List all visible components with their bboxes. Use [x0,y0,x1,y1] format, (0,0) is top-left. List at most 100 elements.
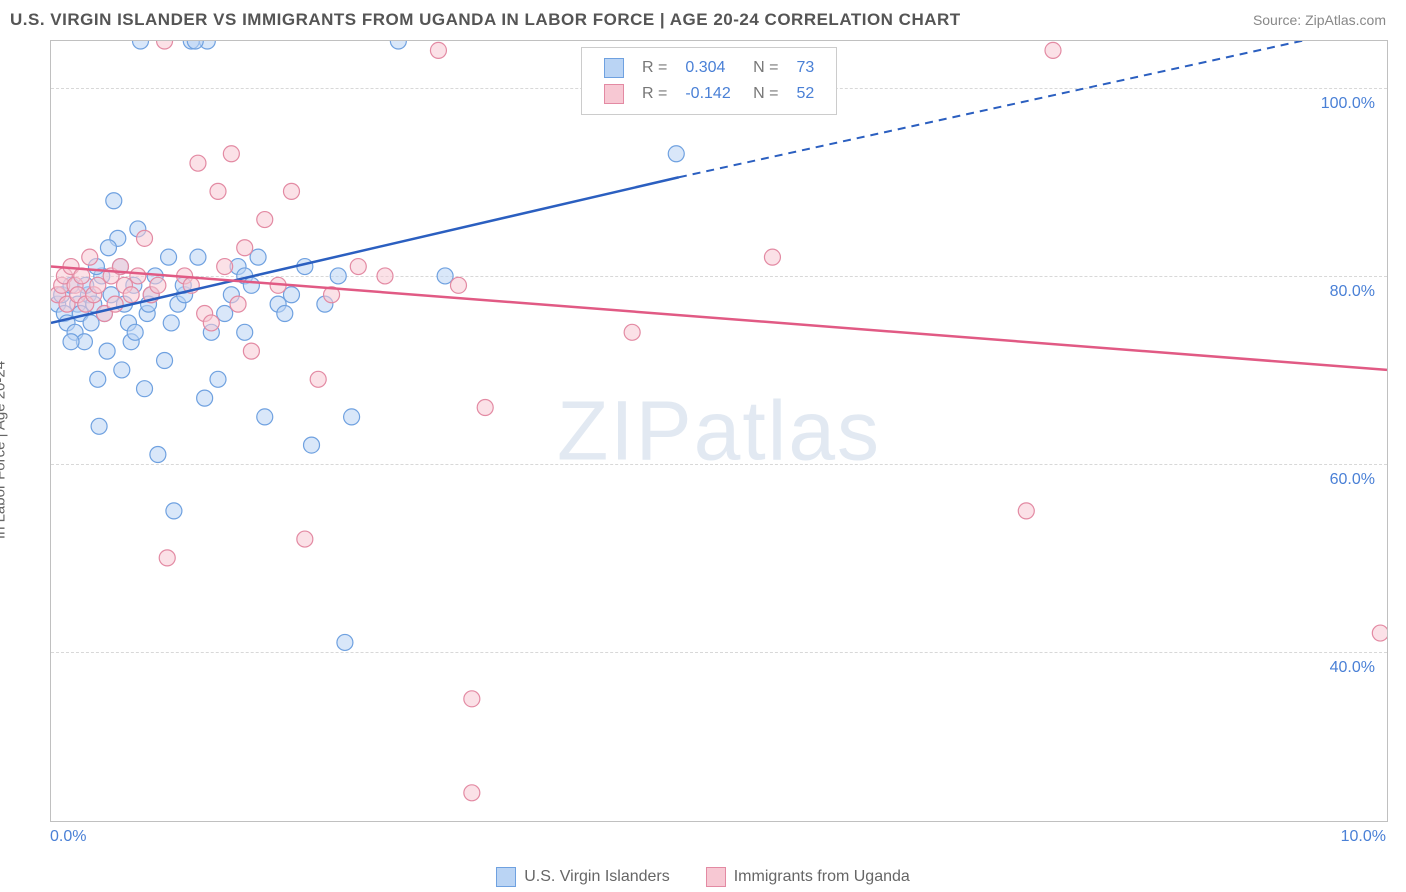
legend-swatch [604,58,624,78]
data-point [67,277,83,293]
x-tick-mark [941,821,942,822]
x-tick-mark [792,821,793,822]
x-tick-mark [496,821,497,822]
data-point [243,277,259,293]
stat-r-value: 0.304 [677,56,738,80]
data-point [297,259,313,275]
data-point [390,41,406,49]
x-tick-mark [1089,821,1090,822]
x-tick-mark [199,821,200,822]
data-point [223,287,239,303]
data-point [106,193,122,209]
data-point [430,42,446,58]
data-point [137,381,153,397]
stat-n-label: N = [741,56,787,80]
data-point [283,183,299,199]
watermark: ZIPatlas [557,383,881,480]
stat-r-label: R = [634,56,675,80]
chart-container: In Labor Force | Age 20-24 ZIPatlas 40.0… [10,40,1396,860]
data-point [116,296,132,312]
legend-item: Immigrants from Uganda [706,867,910,887]
data-point [96,306,112,322]
data-point [190,155,206,171]
data-point [114,362,130,378]
data-point [141,296,157,312]
legend-label: Immigrants from Uganda [734,868,910,886]
data-point [257,212,273,228]
data-point [1018,503,1034,519]
data-point [217,306,233,322]
trend-line [51,177,679,323]
legend-swatch [496,867,516,887]
data-point [161,249,177,265]
data-point [120,315,136,331]
gridline-h [51,652,1387,653]
data-point [90,371,106,387]
legend-swatch [604,84,624,104]
y-tick-label: 60.0% [1330,471,1375,489]
x-tick-mark [1237,821,1238,822]
data-point [223,146,239,162]
statistics-box: R =0.304 N =73R =-0.142 N =52 [581,47,837,115]
data-point [63,259,79,275]
data-point [126,277,142,293]
data-point [107,296,123,312]
data-point [177,287,193,303]
data-point [1372,625,1387,641]
data-point [310,371,326,387]
data-point [464,785,480,801]
data-point [199,41,215,49]
data-point [157,353,173,369]
data-point [137,230,153,246]
data-point [150,277,166,293]
data-point [187,41,203,49]
data-point [72,306,88,322]
data-point [450,277,466,293]
data-point [159,550,175,566]
x-axis-labels: 0.0% 10.0% [50,828,1386,852]
data-point [157,41,173,49]
data-point [143,287,159,303]
data-point [99,343,115,359]
data-point [86,296,102,312]
data-point [127,324,143,340]
data-point [90,277,106,293]
data-point [237,324,253,340]
legend-swatch [706,867,726,887]
bottom-legend: U.S. Virgin Islanders Immigrants from Uga… [0,867,1406,892]
chart-title: U.S. VIRGIN ISLANDER VS IMMIGRANTS FROM … [10,10,961,30]
data-point [764,249,780,265]
data-point [170,296,186,312]
legend-label: U.S. Virgin Islanders [524,868,670,886]
data-point [210,371,226,387]
stat-n-value: 52 [789,82,823,106]
data-point [112,259,128,275]
data-point [139,306,155,322]
data-point [257,409,273,425]
data-point [163,315,179,331]
data-point [70,296,86,312]
data-point [88,259,104,275]
x-tick-mark [644,821,645,822]
data-point [78,277,94,293]
data-point [270,296,286,312]
stat-n-label: N = [741,82,787,106]
data-point [100,240,116,256]
data-point [123,287,139,303]
data-point [166,503,182,519]
svg-layer [51,41,1387,821]
data-point [217,259,233,275]
data-point [317,296,333,312]
data-point [230,259,246,275]
stat-r-value: -0.142 [677,82,738,106]
data-point [67,324,83,340]
data-point [243,343,259,359]
data-point [283,287,299,303]
data-point [304,437,320,453]
data-point [78,296,94,312]
data-point [203,315,219,331]
data-point [203,324,219,340]
data-point [464,691,480,707]
data-point [270,277,286,293]
data-point [54,277,70,293]
